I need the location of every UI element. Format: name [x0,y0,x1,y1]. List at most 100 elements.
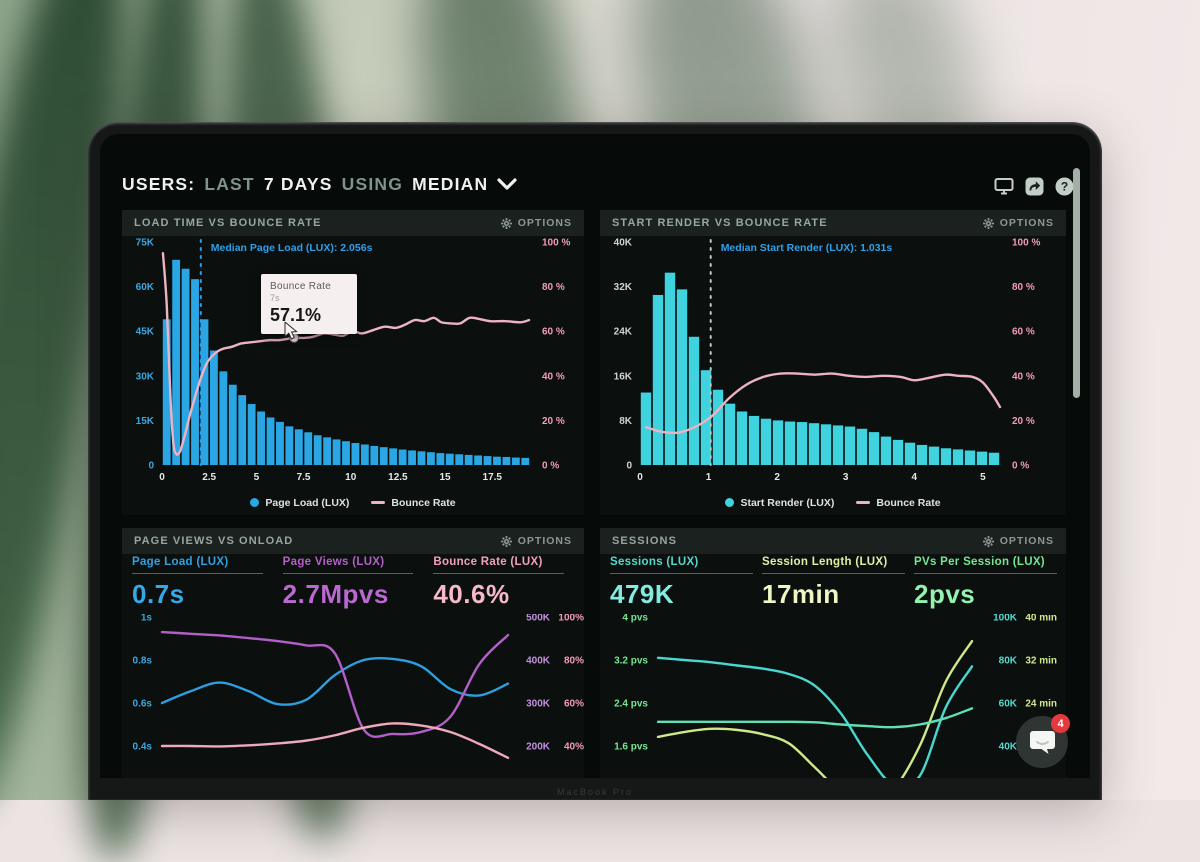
svg-text:80K: 80K [999,656,1018,667]
svg-text:80%: 80% [564,656,584,667]
svg-text:60 %: 60 % [542,327,565,338]
chart-legend: Page Load (LUX) Bounce Rate [122,490,584,515]
legend-line-bounce-rate [371,501,386,504]
metric-value: 479K [610,579,675,609]
svg-text:5: 5 [980,472,986,483]
panel-header: SESSIONS OPTIONS [600,528,1066,554]
options-label: OPTIONS [517,217,572,229]
panel-title: SESSIONS [612,535,678,547]
svg-text:500K: 500K [526,614,551,624]
options-button[interactable]: OPTIONS [982,535,1054,547]
svg-text:3.2 pvs: 3.2 pvs [614,656,648,667]
svg-text:32 min: 32 min [1025,656,1057,667]
svg-text:0.4s: 0.4s [133,742,153,753]
svg-text:8K: 8K [619,416,633,427]
chat-bubble-icon [1029,731,1055,754]
panel-title: PAGE VIEWS VS ONLOAD [134,535,294,547]
options-label: OPTIONS [517,535,572,547]
svg-text:75K: 75K [136,238,155,249]
monitor-icon[interactable] [994,176,1014,196]
svg-text:16K: 16K [614,371,633,382]
laptop-brand-label: MacBook Pro [556,787,634,797]
panel-sessions: SESSIONS OPTIONS Sessions (LUX) 479K Ses… [600,528,1066,778]
options-button[interactable]: OPTIONS [500,535,572,547]
metric-value: 40.6% [433,579,510,609]
svg-text:2.5: 2.5 [202,472,216,483]
svg-text:60K: 60K [999,699,1018,710]
metric-session-length: Session Length (LUX) 17min [762,556,905,614]
svg-text:0: 0 [159,472,165,483]
tooltip-value: 57.1% [270,305,322,325]
svg-text:20 %: 20 % [542,416,565,427]
svg-text:2: 2 [774,472,780,483]
panel-title: LOAD TIME VS BOUNCE RATE [134,217,322,229]
svg-text:10: 10 [345,472,357,483]
metric-page-views: Page Views (LUX) 2.7Mpvs [282,556,414,614]
metric-page-load: Page Load (LUX) 0.7s [132,556,263,614]
options-button[interactable]: OPTIONS [982,217,1054,229]
legend-label: Page Load (LUX) [265,496,350,509]
legend-label: Bounce Rate [876,496,941,509]
svg-text:0.8s: 0.8s [133,656,153,667]
metric-label: Page Load (LUX) [132,556,263,574]
svg-text:60K: 60K [136,282,155,293]
svg-text:0 %: 0 % [542,461,559,472]
metric-value: 2pvs [914,579,976,609]
share-icon[interactable] [1024,176,1044,196]
svg-text:1: 1 [706,472,712,483]
gear-icon [500,217,512,229]
svg-text:45K: 45K [136,327,155,338]
header-7days-label: 7 DAYS [263,173,333,194]
svg-text:24 min: 24 min [1025,699,1057,710]
tooltip-title: Bounce Rate [270,281,332,292]
svg-text:40 %: 40 % [542,371,565,382]
svg-text:4: 4 [912,472,918,483]
gear-icon [982,217,994,229]
svg-text:0: 0 [637,472,643,483]
svg-text:40K: 40K [614,238,633,249]
gear-icon [982,535,994,547]
svg-text:100 %: 100 % [1012,238,1040,249]
svg-text:12.5: 12.5 [388,472,408,483]
chat-messenger-button[interactable]: 4 [1016,714,1070,768]
svg-text:60%: 60% [564,699,584,710]
options-label: OPTIONS [999,535,1054,547]
metric-bounce-rate: Bounce Rate (LUX) 40.6% [433,556,565,614]
metric-label: Session Length (LUX) [762,556,905,574]
laptop-bezel: USERS: LAST 7 DAYS USING MEDIAN ? LOA [88,122,1102,800]
vertical-scrollbar[interactable] [1073,168,1080,398]
svg-text:15K: 15K [136,416,155,427]
svg-text:400K: 400K [526,656,551,667]
notification-badge: 4 [1051,714,1070,733]
users-range-dropdown[interactable]: USERS: LAST 7 DAYS USING MEDIAN [122,170,517,198]
svg-text:100K: 100K [993,614,1018,624]
svg-text:200K: 200K [526,742,551,753]
svg-text:0: 0 [148,461,154,472]
svg-text:100%: 100% [558,614,584,624]
metric-value: 17min [762,579,840,609]
metrics-row: Sessions (LUX) 479K Session Length (LUX)… [600,554,1066,614]
help-icon[interactable]: ? [1054,176,1074,196]
svg-text:60 %: 60 % [1012,327,1035,338]
svg-text:80 %: 80 % [1012,282,1035,293]
header-using-label: USING [341,173,404,194]
options-button[interactable]: OPTIONS [500,217,572,229]
chart-tooltip: Bounce Rate 7s 57.1% [261,274,357,334]
dashboard-screen: USERS: LAST 7 DAYS USING MEDIAN ? LOA [100,134,1090,778]
svg-text:30K: 30K [136,371,155,382]
panel-load-time-vs-bounce-rate: LOAD TIME VS BOUNCE RATE OPTIONS 75K 60K 4… [122,210,584,515]
gear-icon [500,535,512,547]
panel-header: PAGE VIEWS VS ONLOAD OPTIONS [122,528,584,554]
metric-value: 0.7s [132,579,185,609]
panel-header: START RENDER VS BOUNCE RATE OPTIONS [600,210,1066,236]
svg-text:24K: 24K [614,327,633,338]
svg-text:5: 5 [254,472,260,483]
svg-text:Median Page Load (LUX): 2.056s: Median Page Load (LUX): 2.056s [211,242,373,254]
legend-label: Start Render (LUX) [740,496,835,509]
svg-text:40%: 40% [564,742,584,753]
metric-label: PVs Per Session (LUX) [914,556,1057,574]
chevron-down-icon [497,174,517,195]
legend-label: Bounce Rate [391,496,456,509]
panel-start-render-vs-bounce-rate: START RENDER VS BOUNCE RATE OPTIONS 40K 3… [600,210,1066,515]
svg-text:15: 15 [440,472,452,483]
